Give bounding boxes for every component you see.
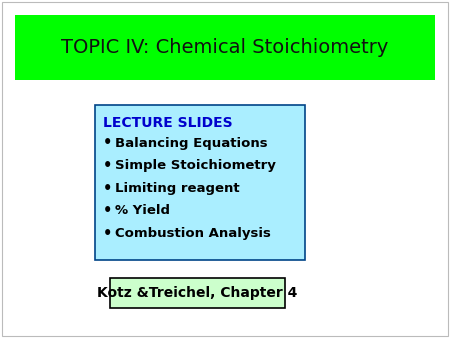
Text: Simple Stoichiometry: Simple Stoichiometry	[115, 159, 276, 172]
Text: •: •	[103, 203, 112, 218]
Text: •: •	[103, 136, 112, 150]
Text: Balancing Equations: Balancing Equations	[115, 137, 268, 149]
FancyBboxPatch shape	[15, 15, 435, 80]
FancyBboxPatch shape	[95, 105, 305, 260]
Text: •: •	[103, 158, 112, 173]
Text: •: •	[103, 226, 112, 241]
Text: % Yield: % Yield	[115, 204, 170, 217]
Text: •: •	[103, 181, 112, 196]
FancyBboxPatch shape	[110, 278, 285, 308]
Text: TOPIC IV: Chemical Stoichiometry: TOPIC IV: Chemical Stoichiometry	[61, 38, 389, 57]
Text: LECTURE SLIDES: LECTURE SLIDES	[103, 116, 233, 130]
Text: Kotz &Treichel, Chapter 4: Kotz &Treichel, Chapter 4	[97, 286, 298, 300]
Text: Limiting reagent: Limiting reagent	[115, 182, 239, 195]
Text: Combustion Analysis: Combustion Analysis	[115, 227, 271, 240]
